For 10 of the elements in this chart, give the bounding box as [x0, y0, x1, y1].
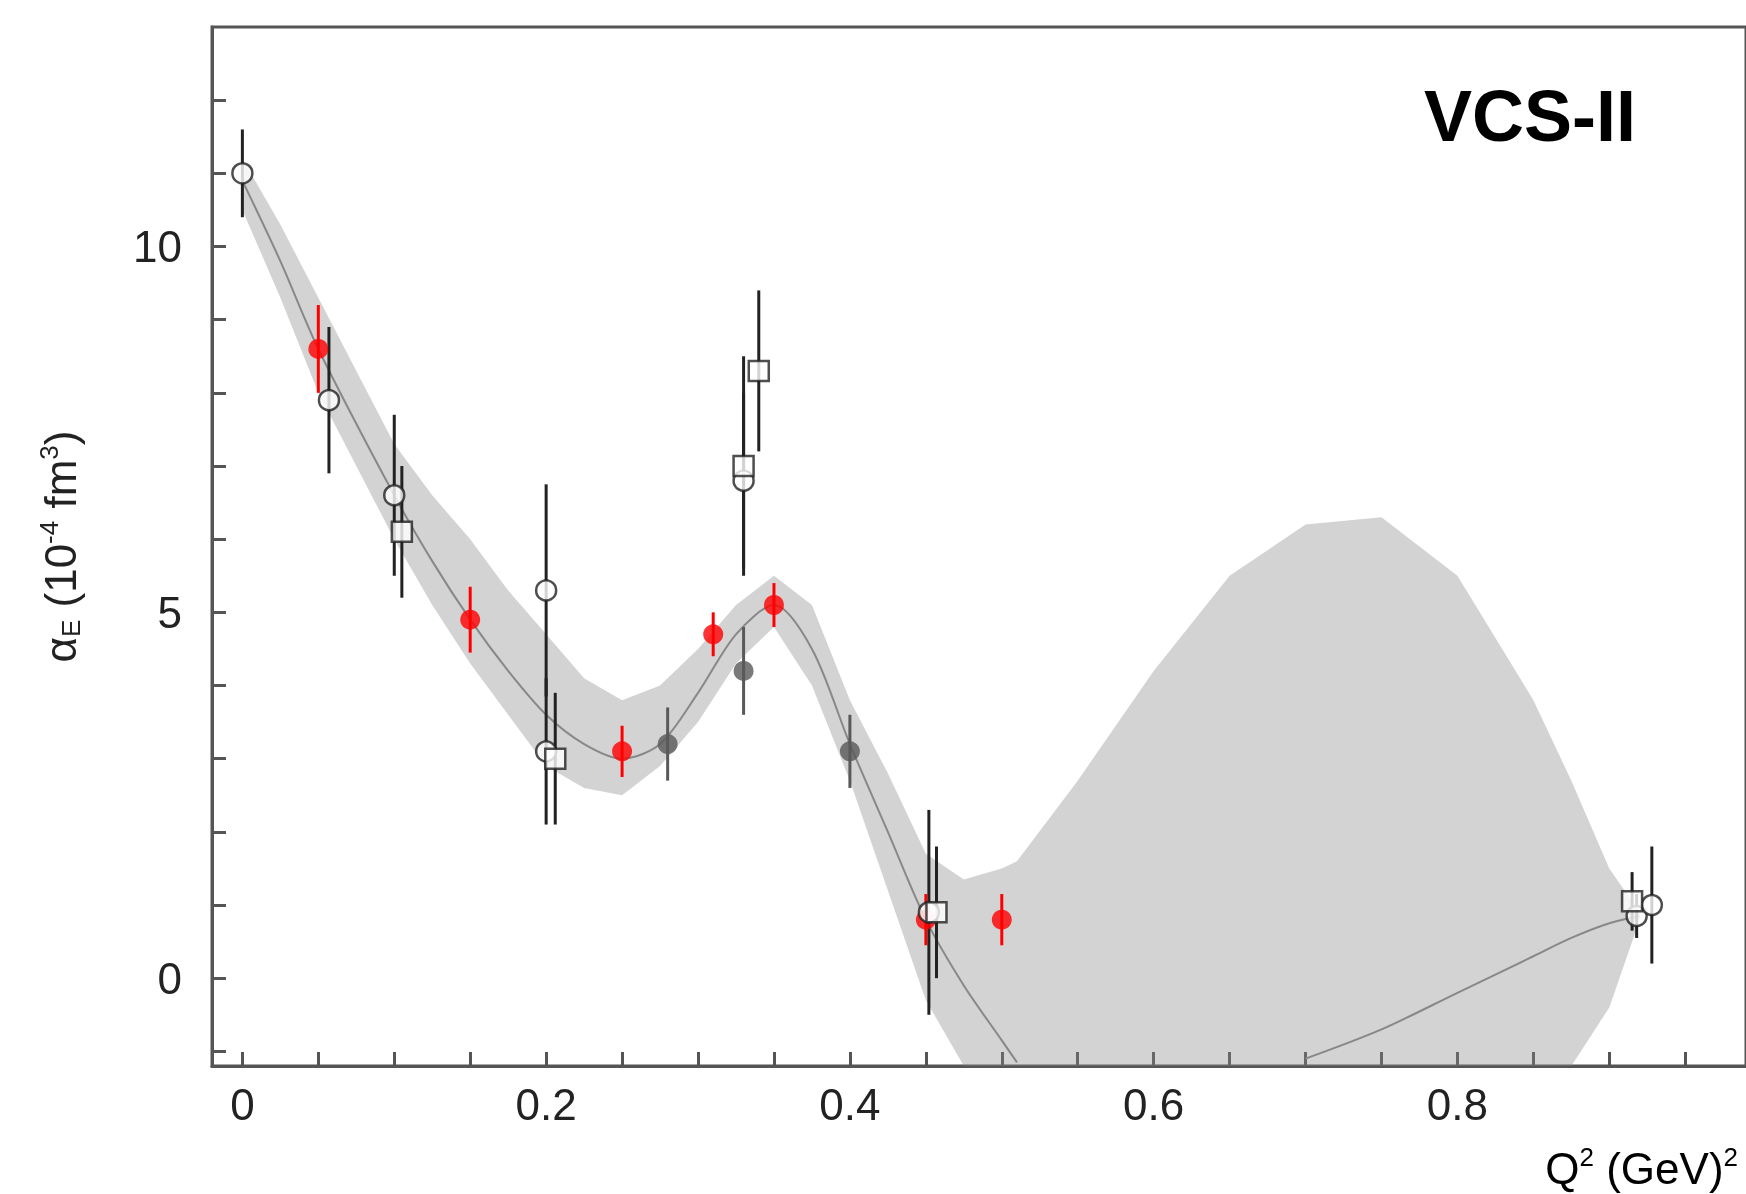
y-tick-label: 10 [133, 222, 182, 272]
x-tick-label: 0.6 [1123, 1079, 1185, 1129]
x-tick-label: 0 [230, 1079, 255, 1129]
x-tick-label: 0.2 [515, 1079, 577, 1129]
y-axis-title: αE (10-4 fm3) [34, 430, 86, 663]
y-tick-label: 5 [157, 587, 182, 637]
y-tick-label: 0 [157, 953, 182, 1003]
annotation: VCS-II [1423, 76, 1636, 156]
x-tick-label: 0.4 [819, 1079, 881, 1129]
x-tick-label: 0.8 [1426, 1079, 1489, 1129]
